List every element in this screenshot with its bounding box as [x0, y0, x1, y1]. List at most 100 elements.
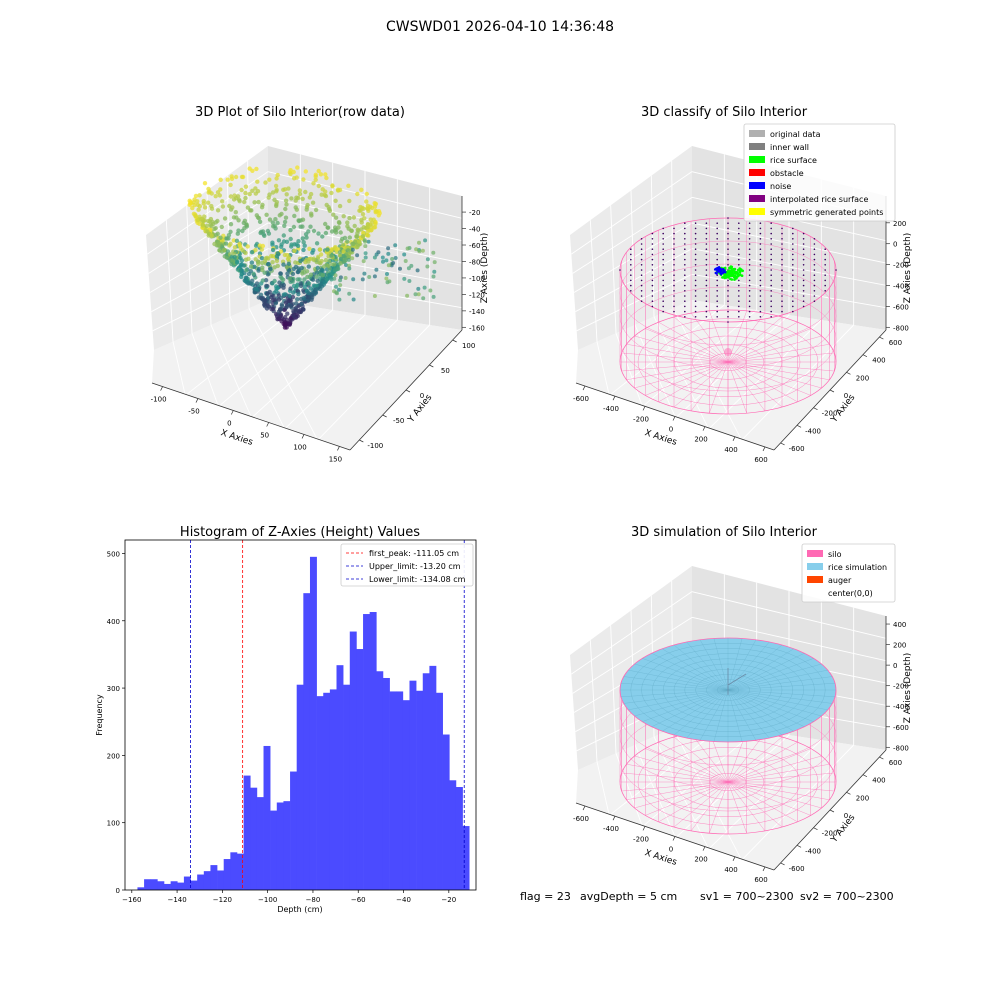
rice-mesh-spoke	[642, 689, 729, 722]
interpolated-point	[748, 248, 751, 250]
raw-data-point	[305, 202, 310, 208]
raw-data-point	[233, 210, 238, 215]
x-tick-label: 400	[724, 446, 737, 454]
panel-classify: 3D classify of Silo Interior -600 -400 -20…	[570, 105, 913, 464]
raw-data-point	[224, 236, 229, 241]
raw-data-point	[313, 174, 318, 179]
interpolated-point	[705, 238, 708, 240]
raw-data-point	[213, 194, 218, 199]
raw-data-point	[256, 199, 261, 205]
interpolated-point	[684, 316, 686, 318]
raw-data-point	[341, 249, 346, 254]
interpolated-point	[792, 284, 794, 287]
histogram-bar	[389, 691, 397, 890]
raw-data-point	[420, 248, 425, 253]
interpolated-point	[802, 300, 805, 303]
z-tick-label: -200	[893, 683, 909, 691]
panel2-legend: original data inner wall rice surface obsta…	[743, 123, 896, 222]
raw-data-point	[228, 241, 233, 247]
raw-data-point	[253, 257, 258, 262]
raw-data-point	[346, 257, 351, 262]
raw-data-point	[364, 191, 369, 197]
interpolated-point	[824, 274, 826, 277]
raw-data-point	[390, 257, 395, 261]
interpolated-point	[705, 295, 708, 297]
rice-mesh-spoke	[727, 689, 757, 741]
interpolated-point	[738, 232, 740, 235]
interpolated-point	[694, 232, 697, 235]
interpolated-point	[738, 295, 740, 297]
silo-spoke	[727, 313, 766, 363]
silo-spoke	[634, 781, 729, 809]
rice-mesh-spoke	[620, 689, 729, 697]
raw-data-point	[291, 224, 297, 230]
raw-data-point	[276, 297, 282, 302]
raw-data-point	[301, 247, 306, 253]
raw-data-point	[264, 212, 269, 217]
x-tick-mark	[702, 846, 706, 851]
raw-data-point	[274, 254, 280, 259]
interpolated-point	[640, 253, 643, 256]
legend-label: rice surface	[770, 156, 817, 165]
silo-spoke	[690, 361, 729, 411]
raw-data-point	[266, 303, 271, 309]
interpolated-point	[694, 316, 697, 318]
interpolated-point	[748, 295, 751, 297]
raw-data-point	[307, 195, 312, 200]
interpolated-point	[824, 279, 826, 282]
interpolated-point	[662, 274, 664, 277]
rice-surface-point	[723, 276, 726, 280]
raw-data-point	[252, 200, 257, 205]
rice-surface-point	[733, 274, 737, 278]
legend-label: interpolated rice surface	[770, 195, 868, 204]
interpolated-point	[684, 258, 686, 261]
interpolated-point	[662, 227, 664, 230]
raw-data-point	[386, 246, 391, 251]
raw-data-point	[275, 220, 280, 226]
auger-line	[727, 673, 747, 686]
rice-surface-point	[731, 274, 734, 277]
raw-data-point	[210, 219, 215, 225]
y-tick-mark	[829, 389, 835, 393]
raw-data-point	[355, 191, 360, 197]
raw-data-point	[324, 175, 329, 181]
interpolated-point	[727, 284, 729, 287]
x-tick-label: 200	[694, 856, 707, 864]
interpolated-point	[781, 305, 783, 308]
raw-data-point	[362, 271, 367, 276]
interpolated-point	[738, 264, 740, 266]
histogram-bar	[137, 887, 145, 890]
interpolated-point	[684, 305, 686, 308]
raw-data-point	[209, 223, 214, 229]
interpolated-point	[792, 238, 794, 240]
raw-data-point	[278, 271, 283, 276]
y-tick-label: 200	[856, 374, 869, 382]
avg-depth-text: avgDepth = 5 cm	[580, 890, 677, 903]
raw-data-point	[308, 272, 314, 277]
raw-data-point	[278, 249, 284, 254]
interpolated-point	[705, 279, 708, 282]
interpolated-point	[727, 217, 729, 219]
raw-data-point	[232, 255, 237, 260]
y-tick-mark	[796, 844, 802, 848]
raw-data-point	[350, 247, 355, 252]
raw-data-point	[385, 272, 389, 276]
raw-data-point	[283, 215, 289, 220]
y-tick-label: -400	[805, 847, 821, 855]
raw-data-point	[325, 247, 330, 252]
y-tick-mark	[829, 809, 835, 813]
raw-data-point	[304, 235, 309, 240]
interpolated-point	[813, 253, 816, 256]
raw-data-point	[333, 230, 339, 235]
silo-spoke	[626, 344, 729, 363]
interpolated-point	[835, 269, 837, 271]
interpolated-point	[770, 232, 772, 235]
silo-spoke	[621, 781, 729, 792]
interpolated-point	[813, 248, 816, 250]
silo-spoke	[673, 316, 729, 363]
x-tick-label: 0	[227, 420, 231, 428]
interpolated-point	[673, 227, 675, 230]
interpolated-point	[716, 264, 718, 266]
raw-data-point	[351, 215, 357, 220]
grid-line	[676, 734, 790, 837]
